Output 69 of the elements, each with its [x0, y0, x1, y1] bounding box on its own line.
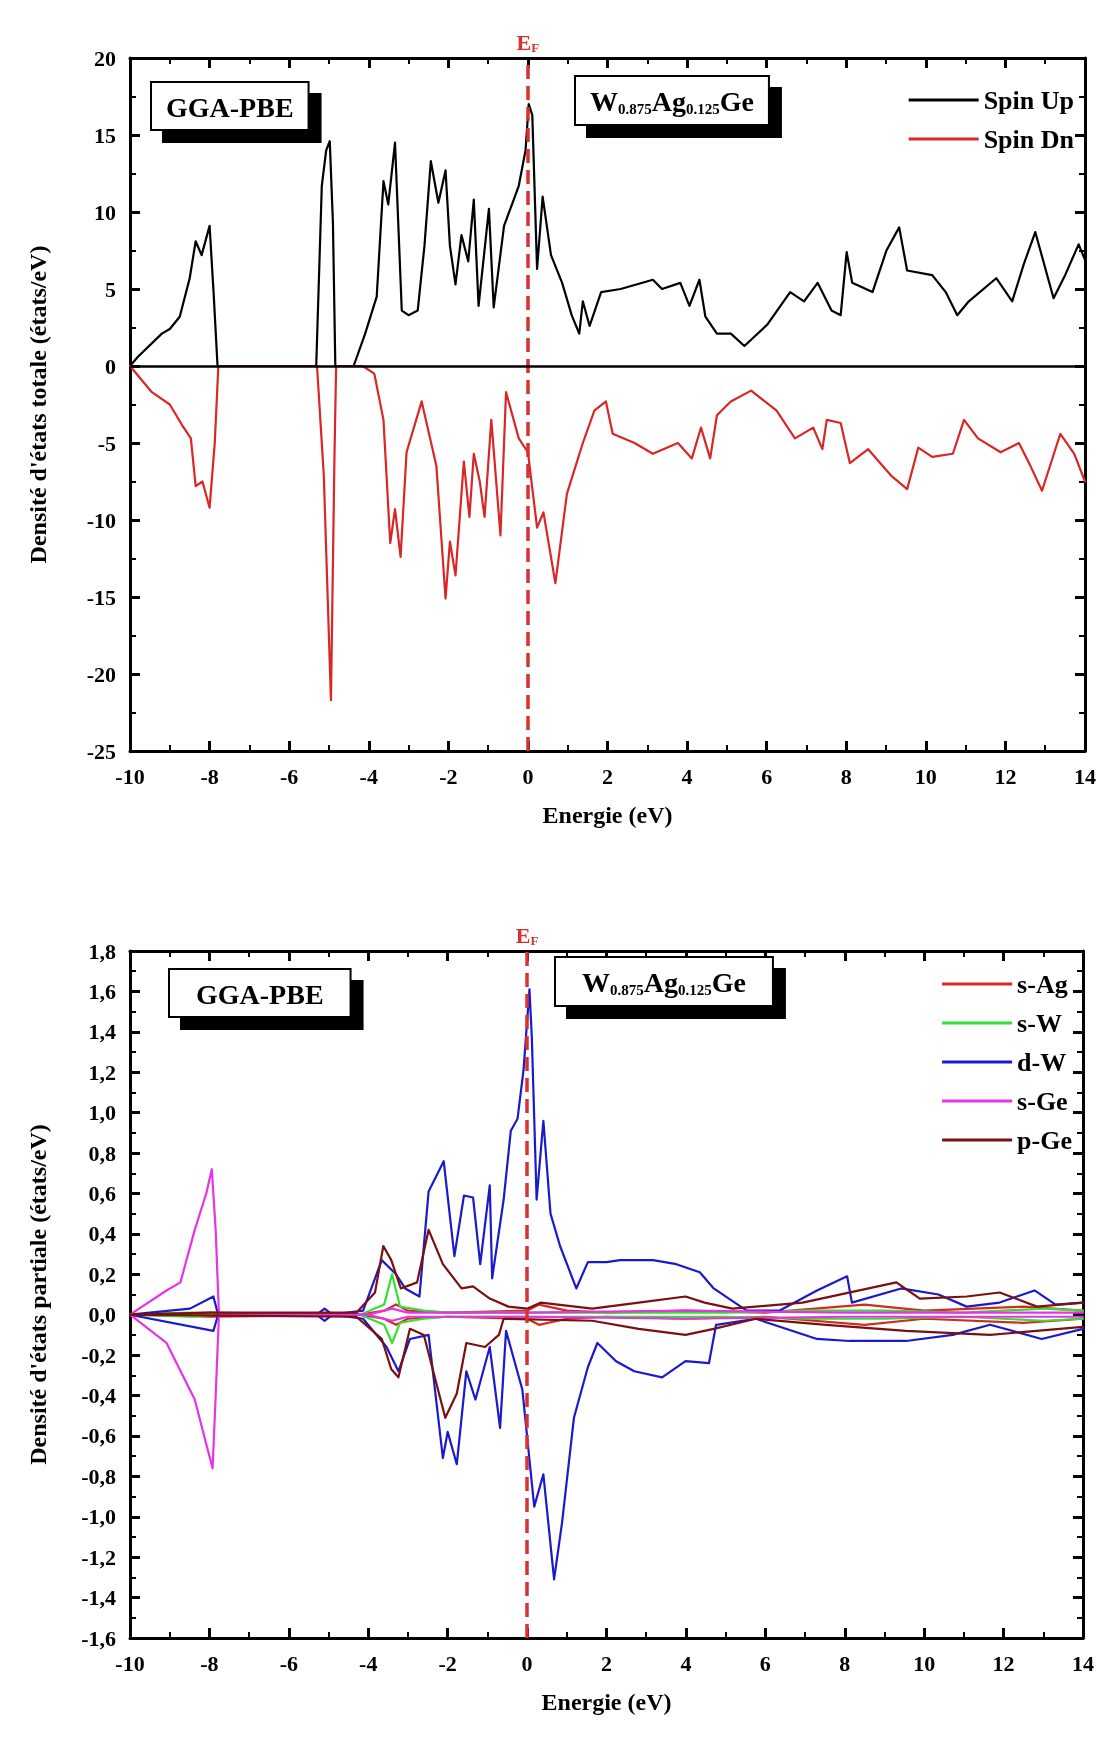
- x-tick-label: 10: [913, 1650, 936, 1676]
- legend-label: s-Ge: [1017, 1086, 1068, 1116]
- y-tick-label: -5: [97, 430, 116, 456]
- annotation: W0.875Ag0.125Ge: [590, 86, 754, 117]
- x-axis-title: Energie (eV): [542, 802, 673, 828]
- x-tick-label: 12: [994, 763, 1017, 789]
- x-tick-label: 8: [840, 763, 852, 789]
- y-tick-label: 1,0: [88, 1100, 116, 1126]
- x-tick-label: -6: [279, 1650, 298, 1676]
- y-axis-title: Densité d'états totale (états/eV): [25, 245, 51, 564]
- x-tick-label: 14: [1074, 763, 1096, 789]
- y-tick-label: -1,2: [81, 1544, 116, 1570]
- annotation: GGA-PBE: [166, 91, 294, 123]
- y-tick-label: -1,4: [81, 1585, 116, 1611]
- x-tick-label: 2: [601, 1650, 612, 1676]
- y-tick-label: -20: [86, 661, 116, 687]
- ref-line-label: EF: [516, 30, 540, 55]
- y-tick-label: 0,0: [88, 1302, 116, 1328]
- y-tick-label: 1,6: [88, 978, 116, 1004]
- x-axis-title: Energie (eV): [541, 1689, 672, 1715]
- y-tick-label: 20: [94, 45, 116, 71]
- annotation: GGA-PBE: [196, 978, 324, 1010]
- y-tick-label: 0,2: [88, 1261, 116, 1287]
- legend-label: d-W: [1017, 1047, 1067, 1077]
- x-tick-label: -6: [280, 763, 299, 789]
- legend-label: s-W: [1017, 1008, 1062, 1038]
- x-tick-label: 14: [1072, 1650, 1094, 1676]
- x-tick-label: 8: [839, 1650, 851, 1676]
- y-tick-label: -15: [86, 584, 116, 610]
- x-tick-label: -4: [359, 1650, 378, 1676]
- y-tick-label: -1,0: [81, 1504, 116, 1530]
- y-tick-label: -1,6: [81, 1625, 116, 1651]
- legend-label: Spin Up: [983, 85, 1074, 115]
- y-tick-label: 5: [105, 276, 116, 302]
- x-tick-label: -8: [200, 763, 219, 789]
- y-tick-label: -0,6: [81, 1423, 116, 1449]
- y-tick-label: 10: [94, 199, 116, 225]
- y-tick-label: -25: [86, 738, 116, 764]
- ref-line-label: EF: [515, 923, 539, 948]
- x-tick-label: 10: [914, 763, 937, 789]
- x-tick-label: 4: [680, 1650, 692, 1676]
- y-tick-label: -0,2: [81, 1342, 116, 1368]
- x-tick-label: 6: [761, 763, 773, 789]
- y-tick-label: 0,4: [88, 1221, 116, 1247]
- annotation: W0.875Ag0.125Ge: [582, 967, 746, 998]
- y-tick-label: 0,8: [88, 1140, 116, 1166]
- y-tick-label: 0: [105, 353, 116, 379]
- x-tick-label: 4: [681, 763, 693, 789]
- x-tick-label: 6: [759, 1650, 771, 1676]
- x-tick-label: 0: [521, 1650, 533, 1676]
- y-tick-label: 1,4: [88, 1019, 116, 1045]
- x-tick-label: -2: [438, 1650, 457, 1676]
- x-tick-label: 2: [602, 763, 613, 789]
- legend-label: p-Ge: [1017, 1125, 1073, 1155]
- y-tick-label: 15: [94, 122, 116, 148]
- x-tick-label: 12: [992, 1650, 1015, 1676]
- legend-label: Spin Dn: [983, 124, 1075, 154]
- y-axis-title: Densité d'états partiale (états/eV): [25, 1124, 51, 1465]
- x-tick-label: 0: [522, 763, 534, 789]
- x-tick-label: -2: [439, 763, 458, 789]
- y-tick-label: -0,4: [81, 1383, 116, 1409]
- y-tick-label: -0,8: [81, 1463, 116, 1489]
- y-tick-label: -10: [86, 507, 116, 533]
- y-tick-label: 1,2: [88, 1059, 116, 1085]
- y-tick-label: 0,6: [88, 1180, 116, 1206]
- x-tick-label: -8: [200, 1650, 219, 1676]
- y-tick-label: 1,8: [88, 938, 116, 964]
- legend-label: s-Ag: [1017, 969, 1068, 999]
- x-tick-label: -4: [359, 763, 378, 789]
